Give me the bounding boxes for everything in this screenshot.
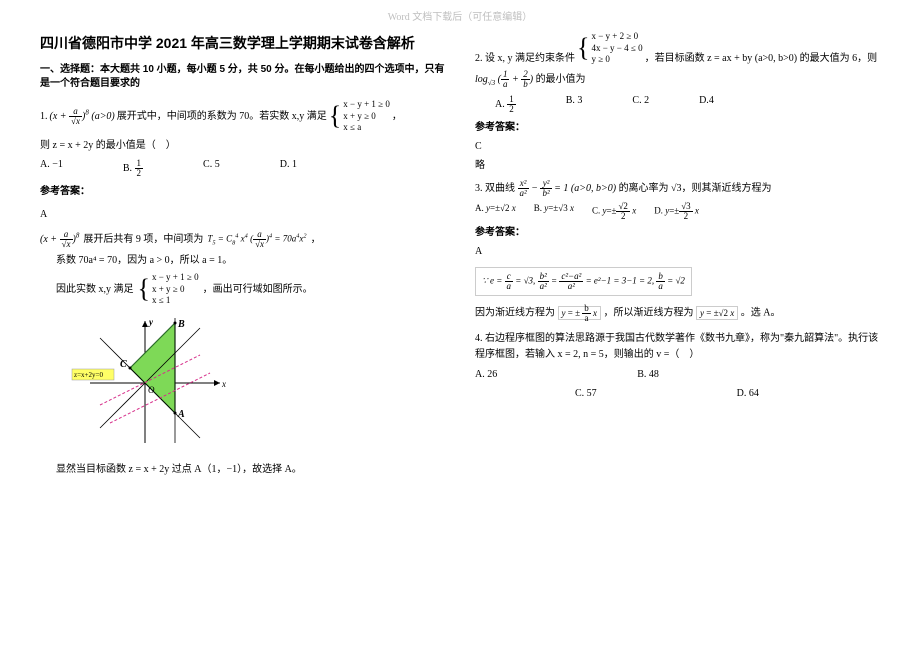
q1-opt-a-val: −1 [52,159,63,170]
q2-text2: 的最小值为 [536,74,586,85]
q3-text: 的离心率为 √3，则其渐近线方程为 [619,183,772,194]
q2-text1: ，若目标函数 z = ax + by (a>0, b>0) 的最大值为 6，则 [645,51,878,66]
q2-opt-c: C. 2 [632,95,649,114]
q2-log-expr: log√3 (1a + 2b) [475,70,533,89]
q2-stem: 2. 设 x, y 满足约束条件 { x − y + 2 ≥ 0 4x − y … [475,31,880,66]
q3-sol2: 因为渐近线方程为 y = ± ba x ，所以渐近线方程为 y = ±√2 x … [475,304,880,323]
q1-eq-1: x − y + 1 ≥ 0 [343,99,390,111]
q1-opt-c-val: 5 [215,159,220,170]
q2-opt-d: D.4 [699,95,714,114]
q4-opt-d: D. 64 [737,386,759,401]
q1-stem: 1. (x + a√x)8 (a>0) 展开式中，中间项的系数为 70。若实数 … [40,99,445,134]
exam-title: 四川省德阳市中学 2021 年高三数学理上学期期末试卷含解析 [40,33,445,53]
answer-label-2: 参考答案： [475,120,880,135]
q4-opt-a-val: 26 [487,369,497,380]
q2-eq-3: y ≥ 0 [591,54,642,66]
graph-origin-label: O [148,385,155,395]
q3-options: A. y=±√2 x B. y=±√3 x C. y=±√22 x D. y=±… [475,202,880,221]
q3-opt-b: B. y=±√3 x [534,202,574,221]
graph-objective-label: z=x+2y=0 [74,371,103,379]
left-column: 四川省德阳市中学 2021 年高三数学理上学期期末试卷含解析 一、选择题：本大题… [40,27,445,481]
q1-sol3-post: ，画出可行域如图所示。 [203,282,313,297]
q3-sol-computation: ∵ e = ca = √3, b²a² = c²−a²a² = e²−1 = 3… [482,272,685,291]
q3-pre: 3. 双曲线 [475,183,518,194]
q3-sol2-end: 。选 A。 [741,308,781,319]
q1-binomial-expr: (x + a√x)8 (a>0) [50,107,115,126]
q4-options-row1: A. 26 B. 48 [475,367,880,382]
q1-sol-eq-2: x + y ≥ 0 [152,284,199,296]
q3-opt-d: D. y=±√32 x [654,202,699,221]
right-column: 2. 设 x, y 满足约束条件 { x − y + 2 ≥ 0 4x − y … [475,27,880,481]
q3-sol2-box1: y = ± ba x [558,306,602,320]
q1-sol-text1: 展开后共有 9 项，中间项为 [83,232,203,247]
graph-pt-c: C [120,359,127,370]
q3-hyperbola-expr: x²a² − y²b² = 1 (a>0, b>0) [518,179,617,198]
q1-sol-line1: (x + a√x)8 展开后共有 9 项，中间项为 T5 = C84 x4 (a… [40,230,445,249]
feasible-region-graph: x y O A B C [40,313,445,456]
q1-answer: A [40,207,445,222]
q3-sol-box: ∵ e = ca = √3, b²a² = c²−a²a² = e²−1 = 3… [475,267,692,296]
q1-then: 则 z = x + 2y 的最小值是（ ） [40,138,445,153]
section-1-head: 一、选择题：本大题共 10 小题，每小题 5 分，共 50 分。在每小题给出的四… [40,63,445,91]
q1-sol-eq-1: x − y + 1 ≥ 0 [152,272,199,284]
q2-eq-1: x − y + 2 ≥ 0 [591,31,642,43]
q1-opt-b: B. 12 [123,159,143,178]
q3-opt-a: A. y=±√2 x [475,202,516,221]
q1-num: 1. [40,109,48,124]
q4-opt-b-val: 48 [649,369,659,380]
q1-text2: ， [392,109,402,124]
q2-eq-2: 4x − y − 4 ≤ 0 [591,43,642,55]
q4-opt-c: C. 57 [575,386,597,401]
q1-opt-d-val: 1 [292,159,297,170]
answer-label-1: 参考答案： [40,184,445,199]
q1-sol3-pre: 因此实数 x,y 满足 [56,282,134,297]
q2-pre: 2. 设 x, y 满足约束条件 [475,51,575,66]
q3-stem: 3. 双曲线 x²a² − y²b² = 1 (a>0, b>0) 的离心率为 … [475,179,880,198]
q1-final: 显然当目标函数 z = x + 2y 过点 A（1，−1），故选择 A。 [40,462,445,477]
q2-constraint-system: { x − y + 2 ≥ 0 4x − y − 4 ≤ 0 y ≥ 0 [577,31,643,66]
q3-sol2-mid: ，所以渐近线方程为 [604,308,697,319]
q4-opt-d-val: 64 [749,388,759,399]
q4-opt-c-val: 57 [587,388,597,399]
q2-opt-b: B. 3 [566,95,583,114]
q2-extra: 略 [475,158,880,173]
q1-sol-expr2: T5 = C84 x4 (a√x)4 = 70a4x2 [207,230,306,249]
q1-sol-eq-3: x ≤ 1 [152,295,199,307]
q3-sol2-box2: y = ±√2 x [696,306,738,320]
q2-answer: C [475,139,880,154]
q4-opt-b: B. 48 [637,367,659,382]
q3-answer: A [475,244,880,259]
q1-constraint-system: { x − y + 1 ≥ 0 x + y ≥ 0 x ≤ a [329,99,390,134]
q1-sol-expr1: (x + a√x)8 [40,230,79,249]
q2-options: A. 12 B. 3 C. 2 D.4 [475,95,880,114]
q4-options-row2: C. 57 D. 64 [475,386,880,401]
q1-opt-a: A. −1 [40,159,63,178]
graph-pt-b: B [177,319,185,330]
q1-sol-line3: 因此实数 x,y 满足 { x − y + 1 ≥ 0 x + y ≥ 0 x … [40,272,445,307]
q1-sol-system: { x − y + 1 ≥ 0 x + y ≥ 0 x ≤ 1 [138,272,199,307]
q2-opt-b-val: 3 [577,95,582,106]
q2-opt-d-val: 4 [709,95,714,106]
q1-opt-d: D. 1 [280,159,297,178]
q4-opt-a: A. 26 [475,367,497,382]
answer-label-3: 参考答案： [475,225,880,240]
doc-header: Word 文档下载后（可任意编辑） [0,0,920,27]
graph-pt-a: A [177,409,185,420]
axis-x-label: x [221,379,226,389]
q3-sol2-pre: 因为渐近线方程为 [475,308,558,319]
q1-eq-2: x + y ≥ 0 [343,111,390,123]
q1-text1: 展开式中，中间项的系数为 70。若实数 x,y 满足 [117,109,327,124]
q1-sol-line2: 系数 70a⁴ = 70，因为 a > 0，所以 a = 1。 [40,253,445,268]
q2-opt-a: A. 12 [495,95,516,114]
q3-opt-c: C. y=±√22 x [592,202,636,221]
axis-y-label: y [148,317,154,327]
q1-options: A. −1 B. 12 C. 5 D. 1 [40,159,445,178]
graph-svg: x y O A B C [70,313,230,453]
q1-eq-3: x ≤ a [343,122,390,134]
two-columns: 四川省德阳市中学 2021 年高三数学理上学期期末试卷含解析 一、选择题：本大题… [0,27,920,481]
q2-expr-line: log√3 (1a + 2b) 的最小值为 [475,70,880,89]
q4-stem: 4. 右边程序框图的算法思路源于我国古代数学著作《数书九章》，称为"秦九韶算法"… [475,331,880,363]
q2-opt-c-val: 2 [644,95,649,106]
q1-opt-c: C. 5 [203,159,220,178]
